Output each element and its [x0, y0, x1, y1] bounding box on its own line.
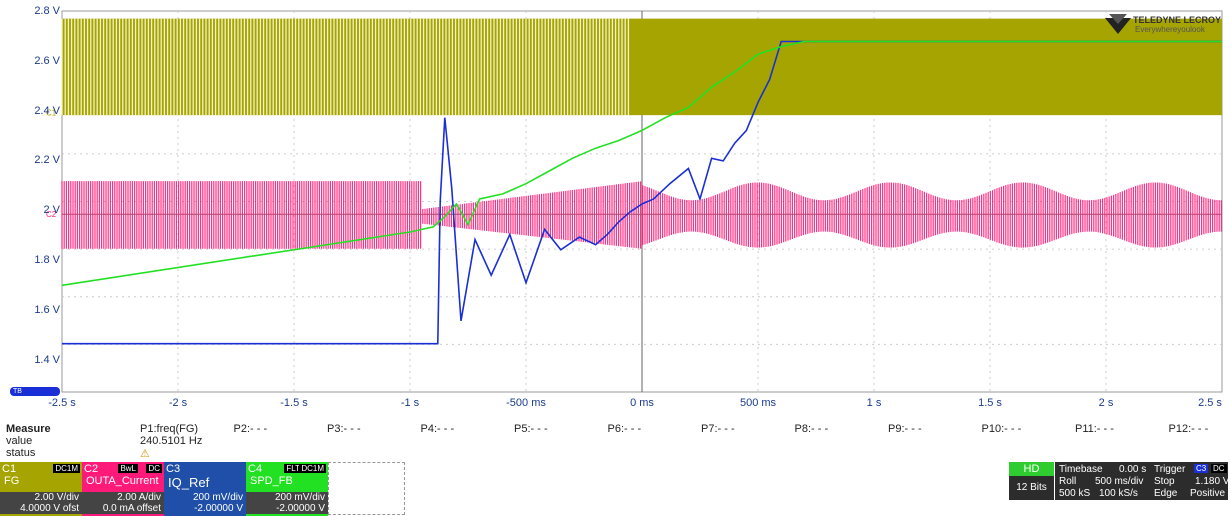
time-per-div: 500 ms/div: [1095, 476, 1144, 487]
trigger-state: Stop: [1154, 476, 1175, 487]
channel-tag: DC: [146, 464, 162, 473]
x-tick-label: -1.5 s: [280, 397, 308, 409]
timebase-marker-label: TB: [13, 388, 22, 395]
x-tick-label: 1.5 s: [978, 397, 1002, 409]
channel-id: C4: [248, 463, 263, 475]
value-row-label: value: [6, 435, 33, 447]
x-tick-label: 2.5 s: [1198, 397, 1222, 409]
channel-offset: 0.0 mA offset: [82, 503, 164, 514]
hd-badge: HD: [1009, 462, 1054, 476]
measure-param-name: P9:- - -: [888, 423, 922, 435]
channel-name: FG: [4, 475, 20, 487]
channel-id: C3: [166, 463, 181, 475]
measure-status-row: status ⚠: [0, 447, 1231, 460]
trigger-label: Trigger: [1154, 464, 1186, 475]
timebase-marker[interactable]: TB: [10, 387, 60, 396]
timebase-label: Timebase: [1059, 464, 1103, 475]
channel-offset: -2.00000 V: [164, 503, 246, 514]
trigger-type: Edge: [1154, 488, 1178, 499]
measure-value-row: value 240.5101 Hz: [0, 435, 1231, 448]
x-tick-label: 500 ms: [739, 397, 777, 409]
trigger-level: 1.180 V: [1195, 476, 1230, 487]
x-tick-label: -2 s: [168, 397, 188, 409]
c2-trace-marker: C2: [46, 210, 57, 219]
channel-tag: FLT: [284, 464, 302, 473]
measure-header-row: Measure P1:freq(FG) P2:- - - P3:- - - P4:- …: [0, 423, 1231, 436]
sample-count: 500 kS: [1059, 488, 1091, 499]
channel-box-c1[interactable]: C1 DC1M FG 2.00 V/div 4.0000 V ofst: [0, 462, 82, 516]
measure-param-name: P8:- - -: [794, 423, 829, 435]
y-tick-label: 1.4 V: [34, 353, 60, 366]
channel-id: C2: [84, 463, 99, 475]
brand-tagline: Everywhereyoulook: [1135, 25, 1205, 34]
fg-trace-band: [62, 18, 1222, 116]
channel-scale: 2.00 V/div: [0, 492, 82, 503]
measure-param-name: P5:- - -: [514, 423, 548, 435]
measure-param-name: P4:- - -: [420, 423, 455, 435]
channel-tag: DC1M: [53, 464, 80, 473]
channel-name: SPD_FB: [250, 475, 293, 487]
measure-param-name: P10:- - -: [981, 423, 1022, 435]
measure-param-name: P2:- - -: [233, 423, 268, 435]
y-tick-label: 2.4 V: [34, 104, 60, 117]
x-tick-label: -2.5 s: [48, 397, 76, 409]
channel-name: OUTA_Current: [86, 475, 159, 487]
measure-param-name: P11:- - -: [1075, 423, 1114, 435]
timebase-trigger-panel[interactable]: Timebase 0.00 s Roll 500 ms/div 500 kS 1…: [1055, 462, 1230, 500]
channel-tag: DC1M: [299, 464, 326, 473]
channel-scale: 200 mV/div: [164, 492, 246, 503]
brand-logo: TELEDYNE LECROY Everywhereyoulook: [1105, 14, 1225, 38]
x-tick-label: 1 s: [866, 397, 882, 409]
channel-id: C1: [2, 463, 17, 475]
channel-name: IQ_Ref: [168, 475, 210, 490]
channel-box-c2[interactable]: C2 BwL DC OUTA_Current 2.00 A/div 0.0 mA offs…: [82, 462, 164, 516]
current-trace-band: [61, 181, 1222, 249]
channel-scale: 2.00 A/div: [82, 492, 164, 503]
measure-param-name: P7:- - -: [701, 423, 735, 435]
sample-rate: 100 kS/s: [1099, 488, 1138, 499]
trigger-slope: Positive: [1190, 488, 1226, 499]
y-tick-label: 1.8 V: [34, 254, 60, 267]
waveform-display[interactable]: C1 C2 2.8 V 2.6 V 2.4 V 2.2 V 2 V 1.8 V 1.6 V 1.…: [0, 0, 1231, 409]
measure-param-name: P6:- - -: [607, 423, 642, 435]
x-tick-label: -500 ms: [506, 397, 546, 409]
empty-channel-slot[interactable]: [328, 462, 405, 515]
c1-trace-marker: C1: [46, 109, 57, 118]
y-tick-label: 2.8 V: [34, 5, 60, 17]
x-tick-label: 0 ms: [630, 397, 654, 409]
measure-param-status: ⚠: [140, 448, 150, 460]
y-tick-label: 2.6 V: [34, 54, 60, 67]
measure-title: Measure: [6, 423, 51, 435]
trigger-source: C3: [1194, 464, 1209, 473]
measure-param-name: P1:freq(FG): [140, 423, 199, 435]
bit-depth: 12 Bits: [1009, 476, 1054, 500]
x-tick-label: -1 s: [400, 397, 420, 409]
timebase-mode: Roll: [1059, 476, 1077, 487]
fg-trace-edges: [61, 18, 630, 116]
trigger-coupling: DC: [1211, 464, 1227, 473]
channel-offset: 4.0000 V ofst: [0, 503, 82, 514]
measure-param-value: 240.5101 Hz: [140, 435, 203, 447]
spd-fb-trace: [61, 40, 1222, 287]
brand-name: TELEDYNE LECROY: [1133, 15, 1222, 25]
lecroy-logo-icon: [1105, 14, 1131, 34]
y-tick-label: 2.2 V: [34, 154, 60, 167]
measure-param-name: P3:- - -: [327, 423, 361, 435]
channel-box-c3[interactable]: C3 IQ_Ref 200 mV/div -2.00000 V: [164, 462, 246, 516]
measure-table: Measure P1:freq(FG) P2:- - - P3:- - - P4:- …: [0, 423, 1231, 463]
channel-scale: 200 mV/div: [246, 492, 328, 503]
iq-ref-trace: [62, 40, 1222, 345]
timebase-delay: 0.00 s: [1119, 464, 1147, 475]
measure-param-name: P12:- - -: [1168, 423, 1209, 435]
y-tick-label: 2 V: [43, 204, 60, 217]
x-tick-label: 2 s: [1098, 397, 1114, 409]
channel-tag: BwL: [118, 464, 138, 473]
status-row-label: status: [6, 447, 36, 459]
channel-offset: -2.00000 V: [246, 503, 328, 514]
y-tick-label: 1.6 V: [34, 303, 60, 316]
waveform-plot: C1 C2: [46, 10, 1223, 393]
channel-box-c4[interactable]: C4 FLT DC1M SPD_FB 200 mV/div -2.00000 V: [246, 462, 328, 516]
